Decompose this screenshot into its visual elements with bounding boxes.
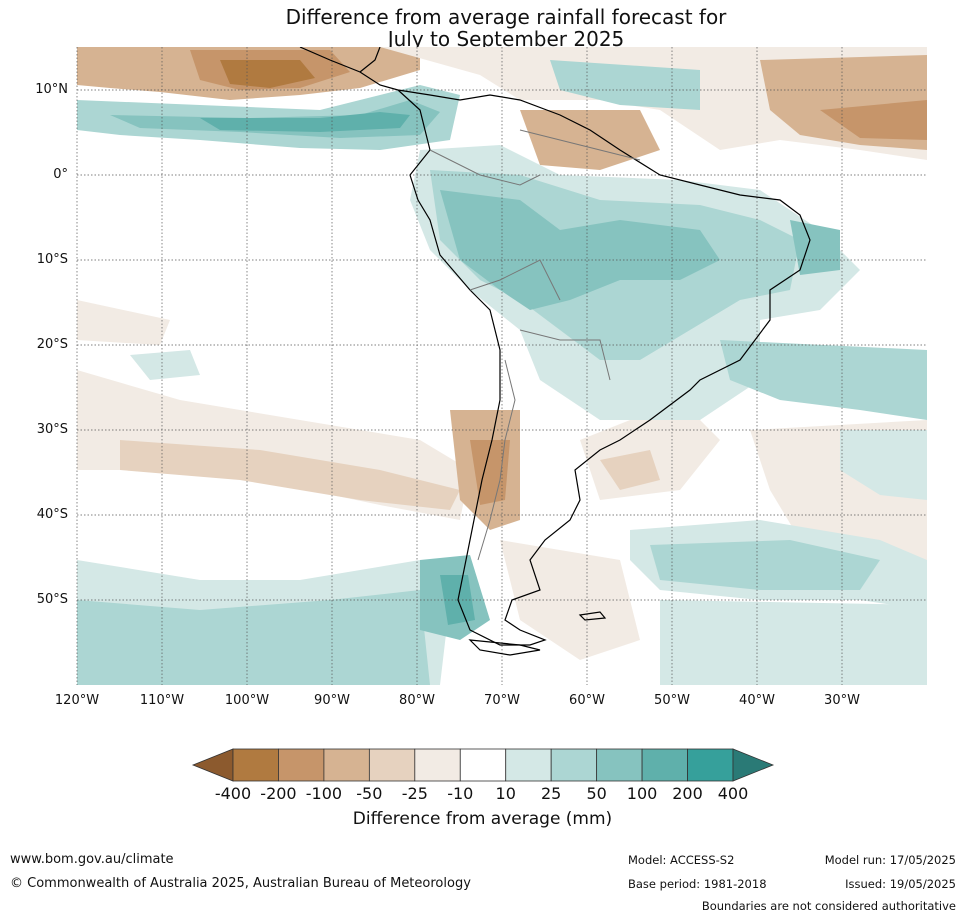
map-gridlines <box>76 47 927 685</box>
colorbar-swatch <box>687 748 734 782</box>
footer-issued: Issued: 19/05/2025 <box>845 877 956 891</box>
dry-band-midlat-pacific <box>120 440 460 510</box>
colorbar-tick-label: -25 <box>401 784 428 803</box>
footer-url[interactable]: www.bom.gov.au/climate <box>10 852 174 867</box>
colorbar-tick-label: -10 <box>447 784 474 803</box>
rainfall-anomaly-map <box>76 47 927 685</box>
map-title-line1: Difference from average rainfall forecas… <box>285 5 727 29</box>
coastline-central-america <box>299 47 399 91</box>
border-bolivia-paraguay <box>519 329 611 381</box>
footer-disclaimer: Boundaries are not considered authoritat… <box>701 899 956 913</box>
lon-label-100w: 100°W <box>224 693 270 708</box>
wet-core-itcz-2 <box>200 112 410 132</box>
lon-label-90w: 90°W <box>314 693 350 708</box>
footer-model: Model: ACCESS-S2 <box>628 853 735 867</box>
colorbar-swatch <box>505 748 552 782</box>
wet-region-south-atlantic-east <box>840 430 927 500</box>
colorbar-tick-label: 200 <box>672 784 703 803</box>
lon-label-70w: 70°W <box>484 693 520 708</box>
lat-label-30s: 30°S <box>36 422 68 437</box>
coastline-south-america <box>397 89 811 646</box>
colorbar-swatch <box>414 748 461 782</box>
coastline-tierra-del-fuego <box>468 639 541 656</box>
lon-label-30w: 30°W <box>824 693 860 708</box>
colorbar-swatch <box>278 748 325 782</box>
lat-label-0: 0° <box>53 167 68 182</box>
coastline-falklands <box>578 611 607 621</box>
wet-core-amazon-2 <box>440 190 720 310</box>
dry-region-guianas <box>520 110 660 170</box>
dry-core-uruguay <box>600 450 660 490</box>
colorbar-tick-label: 100 <box>626 784 658 803</box>
lon-label-110w: 110°W <box>139 693 185 708</box>
colorbar-swatch <box>459 748 507 782</box>
lat-label-10n: 10°N <box>35 82 68 97</box>
wet-core-south-pacific <box>77 590 430 685</box>
lon-label-60w: 60°W <box>569 693 605 708</box>
colorbar-swatch <box>232 748 279 782</box>
wet-region-south-pacific-small <box>130 350 200 380</box>
dry-region-east-pacific-west <box>77 300 170 345</box>
border-colombia-peru <box>429 149 541 186</box>
border-argentina-chile <box>477 359 516 561</box>
colorbar-tick-label: 25 <box>540 784 562 803</box>
lat-label-10s: 10°S <box>36 252 68 267</box>
colorbar-tick-label: 10 <box>495 784 516 803</box>
colorbar-tick-label: 50 <box>586 784 607 803</box>
lat-label-20s: 20°S <box>36 337 68 352</box>
wet-region-drake <box>660 600 927 685</box>
colorbar-tick-label: -50 <box>356 784 383 803</box>
lat-label-50s: 50°S <box>36 592 68 607</box>
dry-region-patagonia <box>500 540 640 660</box>
colorbar-extend-high <box>732 748 775 782</box>
footer-model-run: Model run: 17/05/2025 <box>824 853 956 867</box>
border-brazil-north <box>519 129 641 161</box>
lon-label-50w: 50°W <box>654 693 690 708</box>
colorbar-swatch <box>368 748 416 782</box>
colorbar-swatch <box>596 748 643 782</box>
footer-copyright: © Commonwealth of Australia 2025, Austra… <box>10 876 471 891</box>
map-title-line2: July to September 2025 <box>387 27 625 51</box>
lat-label-40s: 40°S <box>36 507 68 522</box>
anomaly-shading <box>77 47 927 685</box>
colorbar-swatch <box>550 748 598 782</box>
wet-core-south-atlantic <box>650 540 880 590</box>
dry-core-atlantic-north <box>820 100 927 140</box>
colorbar-tick-label: 400 <box>717 784 749 803</box>
dry-core-north-pacific-2 <box>220 60 315 88</box>
lon-label-80w: 80°W <box>399 693 435 708</box>
colorbar-swatch <box>323 748 370 782</box>
colorbar-swatch <box>641 748 688 782</box>
colorbar-title: Difference from average (mm) <box>352 809 613 829</box>
border-peru-bolivia <box>469 259 561 301</box>
colorbar-tick-label: -400 <box>214 784 252 803</box>
lon-label-120w: 120°W <box>54 693 100 708</box>
colorbar-tick-label: -100 <box>305 784 343 803</box>
wet-band-south-atlantic <box>720 340 927 420</box>
wet-region-venezuela <box>550 60 700 110</box>
colorbar-tick-label: -200 <box>260 784 297 803</box>
lon-label-40w: 40°W <box>739 693 775 708</box>
colorbar-extend-low <box>191 748 234 782</box>
footer-base-period: Base period: 1981-2018 <box>628 877 767 891</box>
